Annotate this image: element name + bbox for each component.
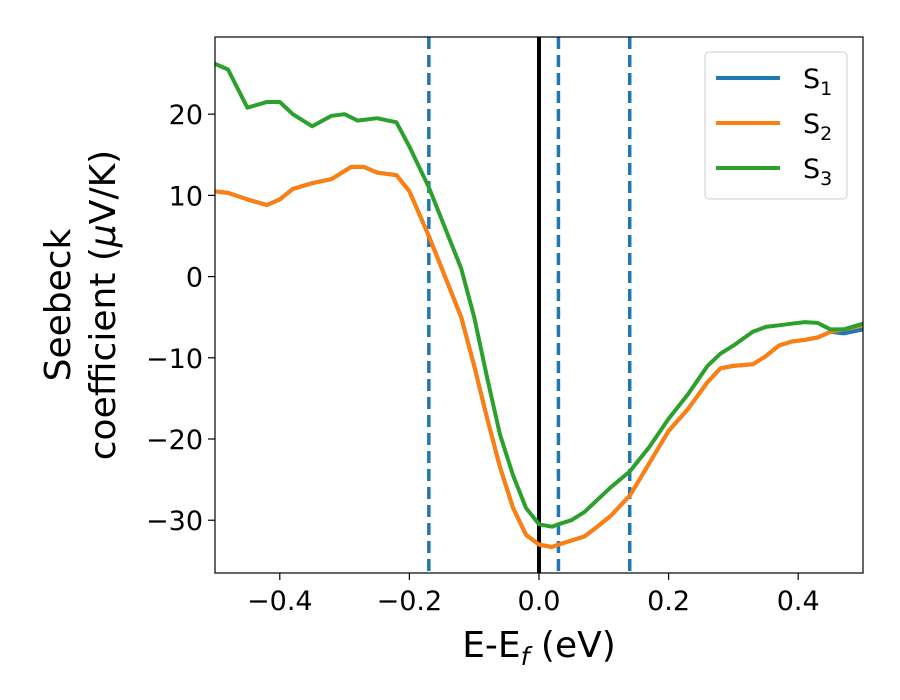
y-tick-label: −10 (146, 344, 203, 375)
x-axis-title-unit: (eV) (529, 625, 615, 666)
y-tick-label: 0 (186, 263, 203, 294)
x-axis-title: E-Ef (eV) (462, 625, 616, 671)
y-axis-title-prefix: coefficient ( (83, 247, 124, 460)
x-tick-label: 0.2 (647, 586, 690, 617)
reference-lines (427, 37, 632, 573)
legend-label-s1: S1 (803, 64, 832, 100)
y-tick-label: 20 (169, 100, 203, 131)
legend: S1 S2 S3 (704, 51, 848, 200)
y-axis: −30 −20 −10 0 10 20 (146, 100, 215, 537)
x-tick-label: −0.2 (377, 586, 443, 617)
x-axis-title-main: E-E (462, 625, 520, 666)
y-tick-label: −30 (146, 506, 203, 537)
y-tick-label: 10 (169, 181, 203, 212)
y-axis-title-line2: coefficient (μV/K) (83, 150, 124, 460)
y-tick-label: −20 (146, 425, 203, 456)
legend-label-s3: S3 (803, 154, 832, 190)
y-axis-title-line1: Seebeck (38, 228, 79, 381)
series-line-s2 (215, 164, 863, 549)
x-axis: −0.4 −0.2 0.0 0.2 0.4 (247, 573, 820, 617)
series-lines (215, 61, 863, 549)
y-axis-title-mu: μ (83, 224, 124, 248)
x-tick-label: −0.4 (247, 586, 313, 617)
legend-box (704, 51, 848, 200)
legend-label-s2: S2 (803, 109, 832, 145)
x-tick-label: 0.0 (518, 586, 561, 617)
y-axis-title-suffix: V/K) (83, 150, 124, 224)
x-tick-label: 0.4 (777, 586, 820, 617)
series-line-s3 (215, 61, 863, 529)
y-axis-title: Seebeck coefficient (μV/K) (38, 150, 124, 460)
